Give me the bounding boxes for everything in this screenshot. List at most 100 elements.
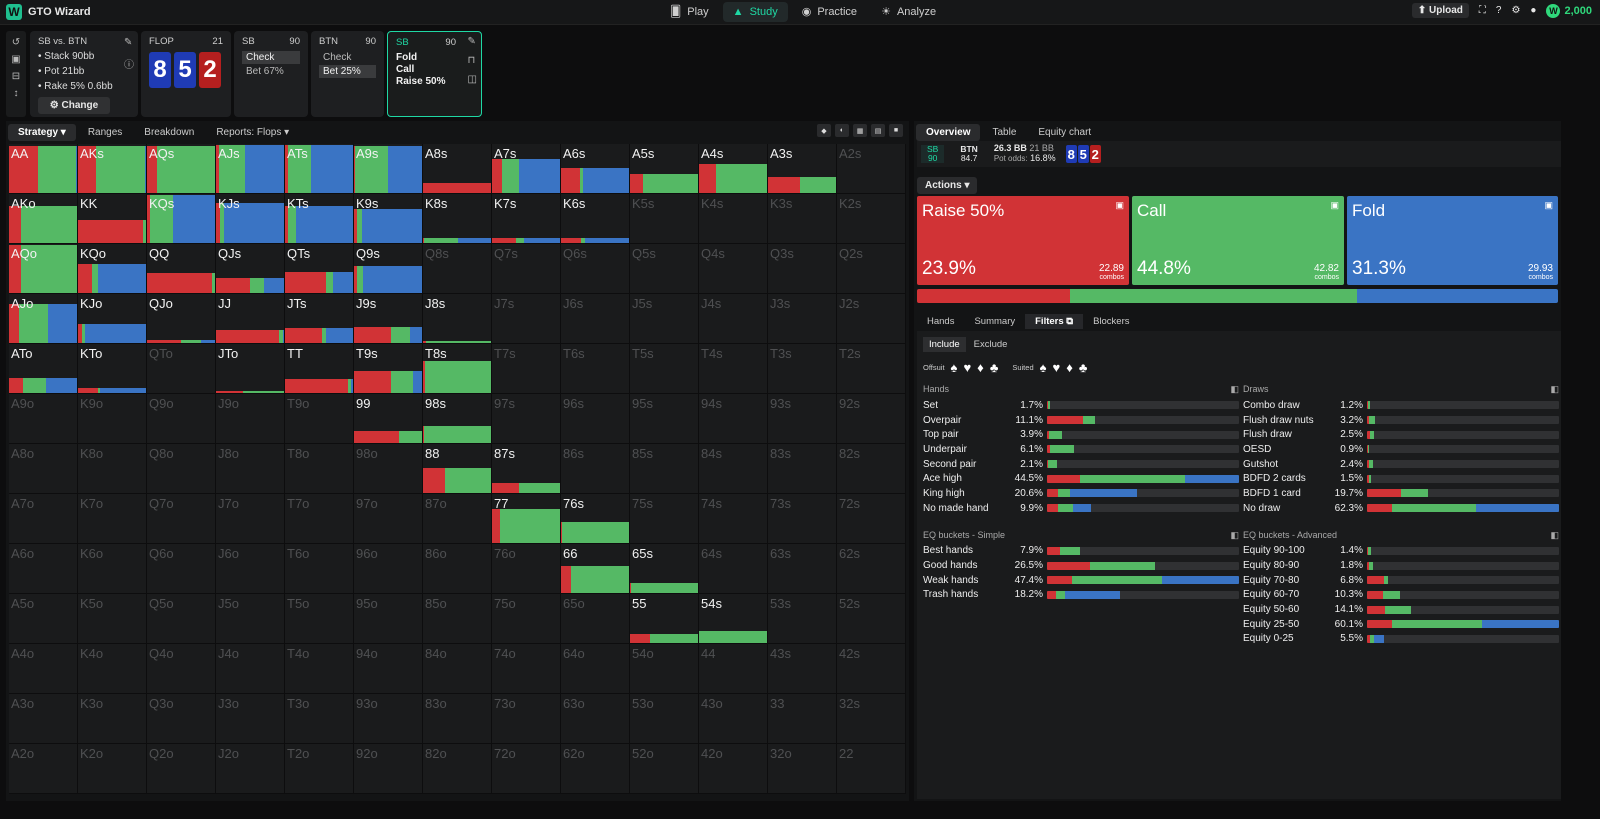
hand-cell[interactable]: QJo — [147, 294, 216, 344]
view-3d-icon[interactable]: ◆ — [817, 124, 831, 137]
hand-cell[interactable]: 33 — [768, 694, 837, 744]
hand-cell[interactable]: AJo — [9, 294, 78, 344]
hand-cell[interactable]: 65o — [561, 594, 630, 644]
hand-cell[interactable]: 82s — [837, 444, 906, 494]
hand-cell[interactable]: Q2s — [837, 244, 906, 294]
hand-cell[interactable]: J2o — [216, 744, 285, 794]
hand-cell[interactable]: 63o — [561, 694, 630, 744]
hand-cell[interactable]: A4s — [699, 144, 768, 194]
hand-cell[interactable]: K8s — [423, 194, 492, 244]
hand-cell[interactable]: 43o — [699, 694, 768, 744]
hand-cell[interactable]: KQo — [78, 244, 147, 294]
hand-cell[interactable]: 94o — [354, 644, 423, 694]
filter-row[interactable]: OESD 0.9% — [1243, 442, 1559, 457]
edit-icon[interactable]: ✎ — [467, 36, 476, 47]
hand-cell[interactable]: T6s — [561, 344, 630, 394]
suited-club-icon[interactable]: ♣ — [1078, 360, 1088, 375]
hand-cell[interactable]: Q7o — [147, 494, 216, 544]
hand-cell[interactable]: 43s — [768, 644, 837, 694]
hand-cell[interactable]: A3o — [9, 694, 78, 744]
filter-row[interactable]: Trash hands 18.2% — [923, 588, 1239, 603]
hand-cell[interactable]: JJ — [216, 294, 285, 344]
view-grid4-icon[interactable]: ▦ — [853, 124, 867, 137]
hand-cell[interactable]: 96s — [561, 394, 630, 444]
hand-cell[interactable]: J3o — [216, 694, 285, 744]
hand-cell[interactable]: QTo — [147, 344, 216, 394]
hand-cell[interactable]: 95o — [354, 594, 423, 644]
hand-cell[interactable]: 74o — [492, 644, 561, 694]
hand-cell[interactable]: Q8o — [147, 444, 216, 494]
include-toggle[interactable]: Include — [923, 337, 966, 352]
hand-cell[interactable]: AQs — [147, 144, 216, 194]
hand-cell[interactable]: J4s — [699, 294, 768, 344]
heart-icon[interactable]: ♥ — [963, 360, 972, 375]
expand-icon[interactable]: ▣ — [1544, 200, 1553, 210]
hand-cell[interactable]: 84o — [423, 644, 492, 694]
hand-cell[interactable]: QJs — [216, 244, 285, 294]
filter-row[interactable]: Flush draw 2.5% — [1243, 427, 1559, 442]
hand-cell[interactable]: Q4o — [147, 644, 216, 694]
btn-action-check[interactable]: Check — [323, 52, 352, 63]
flop-card[interactable]: FLOP 21 8 5 2 — [141, 31, 231, 117]
hand-cell[interactable]: Q6o — [147, 544, 216, 594]
sb-current-card[interactable]: SB 90 Fold Call Raise 50% ✎ ⊓ ◫ — [387, 31, 482, 117]
tab-table[interactable]: Table — [992, 127, 1017, 138]
hand-cell[interactable]: 72s — [837, 494, 906, 544]
hand-cell[interactable]: 86s — [561, 444, 630, 494]
action-call[interactable]: Call ▣ 44.8% 42.82 combos — [1132, 196, 1344, 285]
sb-action-check[interactable]: Check — [242, 51, 300, 64]
hand-cell[interactable]: 64s — [699, 544, 768, 594]
filter-row[interactable]: Combo draw 1.2% — [1243, 398, 1559, 413]
hand-cell[interactable]: 92o — [354, 744, 423, 794]
hand-cell[interactable]: 77 — [492, 494, 561, 544]
filter-row[interactable]: Set 1.7% — [923, 398, 1239, 413]
hand-cell[interactable]: Q5s — [630, 244, 699, 294]
hand-cell[interactable]: K5s — [630, 194, 699, 244]
hand-cell[interactable]: 54s — [699, 594, 768, 644]
hand-cell[interactable]: 96o — [354, 544, 423, 594]
hand-cell[interactable]: A5o — [9, 594, 78, 644]
hand-cell[interactable]: T9s — [354, 344, 423, 394]
hand-cell[interactable]: A4o — [9, 644, 78, 694]
hand-cell[interactable]: 75o — [492, 594, 561, 644]
hand-cell[interactable]: 88 — [423, 444, 492, 494]
hand-cell[interactable]: A7o — [9, 494, 78, 544]
hand-cell[interactable]: 86o — [423, 544, 492, 594]
hand-cell[interactable]: KTo — [78, 344, 147, 394]
collapse-icon[interactable]: ◧ — [1230, 384, 1239, 394]
hand-cell[interactable]: QTs — [285, 244, 354, 294]
hand-cell[interactable]: A6o — [9, 544, 78, 594]
hand-cell[interactable]: J8o — [216, 444, 285, 494]
hand-cell[interactable]: 65s — [630, 544, 699, 594]
filter-row[interactable]: Equity 25-50 60.1% — [1243, 617, 1559, 632]
filter-row[interactable]: Weak hands 47.4% — [923, 573, 1239, 588]
hand-cell[interactable]: A7s — [492, 144, 561, 194]
hand-cell[interactable]: AQo — [9, 244, 78, 294]
hand-cell[interactable]: K8o — [78, 444, 147, 494]
hand-cell[interactable]: 84s — [699, 444, 768, 494]
exclude-toggle[interactable]: Exclude — [973, 339, 1008, 350]
hand-cell[interactable]: K6s — [561, 194, 630, 244]
suited-heart-icon[interactable]: ♥ — [1052, 360, 1061, 375]
hand-cell[interactable]: Q9s — [354, 244, 423, 294]
hand-cell[interactable]: 97s — [492, 394, 561, 444]
hand-cell[interactable]: J5o — [216, 594, 285, 644]
hand-cell[interactable]: 97o — [354, 494, 423, 544]
hand-cell[interactable]: 98s — [423, 394, 492, 444]
hand-cell[interactable]: T5o — [285, 594, 354, 644]
tab-strategy[interactable]: Strategy ▾ — [8, 124, 76, 141]
split-icon[interactable]: ◫ — [467, 74, 477, 85]
hand-cell[interactable]: 42s — [837, 644, 906, 694]
hand-cell[interactable]: AKs — [78, 144, 147, 194]
sb-current-call[interactable]: Call — [396, 64, 415, 75]
btn-action-card[interactable]: BTN 90 Check Bet 25% — [311, 31, 384, 117]
filter-row[interactable]: Underpair 6.1% — [923, 442, 1239, 457]
hand-cell[interactable]: 22 — [837, 744, 906, 794]
hand-cell[interactable]: 75s — [630, 494, 699, 544]
sb-action-bet[interactable]: Bet 67% — [246, 66, 284, 77]
hand-cell[interactable]: T8o — [285, 444, 354, 494]
hand-cell[interactable]: 93o — [354, 694, 423, 744]
hand-cell[interactable]: 92s — [837, 394, 906, 444]
collapse-icon[interactable]: ◧ — [1550, 529, 1559, 540]
hand-cell[interactable]: 73o — [492, 694, 561, 744]
